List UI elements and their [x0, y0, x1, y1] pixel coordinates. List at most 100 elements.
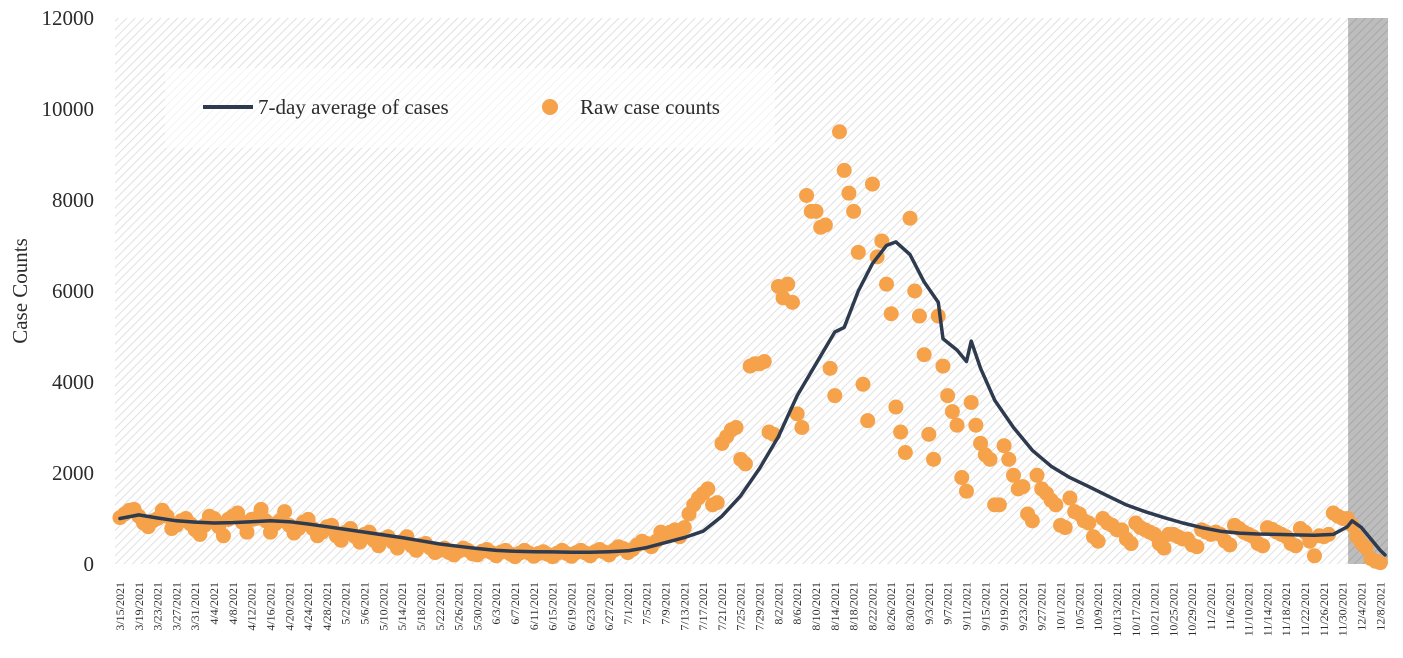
raw-case-point: [799, 187, 815, 203]
legend: 7-day average of cases Raw case counts: [165, 68, 775, 148]
raw-case-point: [888, 399, 904, 415]
x-tick-label: 8/6/2021: [790, 582, 804, 625]
x-tick-label: 7/17/2021: [696, 582, 710, 631]
raw-case-point: [846, 203, 862, 219]
x-tick-label: 7/29/2021: [753, 582, 767, 631]
legend-background: [165, 68, 775, 148]
x-tick-label: 12/8/2021: [1373, 582, 1387, 631]
raw-case-point: [1001, 451, 1017, 467]
raw-case-point: [1255, 538, 1271, 554]
raw-case-point: [911, 308, 927, 324]
raw-case-point: [860, 413, 876, 429]
x-tick-label: 6/3/2021: [489, 582, 503, 625]
raw-case-point: [676, 520, 692, 536]
x-tick-label: 4/20/2021: [282, 582, 296, 631]
raw-case-point: [949, 417, 965, 433]
x-tick-label: 3/15/2021: [113, 582, 127, 631]
raw-case-point: [780, 276, 796, 292]
x-tick-label: 4/4/2021: [207, 582, 221, 625]
raw-case-point: [982, 451, 998, 467]
x-tick-label: 10/9/2021: [1091, 582, 1105, 631]
raw-case-point: [789, 406, 805, 422]
x-tick-label: 11/14/2021: [1260, 582, 1274, 636]
raw-case-point: [836, 162, 852, 178]
shaded-region: [1348, 18, 1388, 564]
raw-case-point: [954, 470, 970, 486]
y-tick-label: 4000: [52, 370, 94, 394]
raw-case-point: [1029, 467, 1045, 483]
raw-case-point: [963, 394, 979, 410]
x-tick-label: 5/6/2021: [358, 582, 372, 625]
y-tick-label: 6000: [52, 279, 94, 303]
x-tick-label: 11/26/2021: [1317, 582, 1331, 636]
x-tick-label: 10/29/2021: [1185, 582, 1199, 637]
y-axis-label: Case Counts: [8, 238, 32, 344]
x-tick-label: 9/19/2021: [997, 582, 1011, 631]
raw-case-point: [996, 438, 1012, 454]
x-tick-label: 8/30/2021: [903, 582, 917, 631]
raw-case-point: [1015, 479, 1031, 495]
raw-case-point: [855, 376, 871, 392]
raw-case-point: [916, 347, 932, 363]
x-tick-label: 4/8/2021: [226, 582, 240, 625]
raw-case-point: [1288, 538, 1304, 554]
legend-label-average: 7-day average of cases: [258, 95, 449, 119]
x-tick-label: 5/10/2021: [376, 582, 390, 631]
x-tick-label: 9/27/2021: [1035, 582, 1049, 631]
raw-case-point: [831, 124, 847, 140]
x-axis: 3/15/2021 3/19/2021 3/23/2021 3/27/2021 3/31…: [113, 582, 1387, 637]
x-tick-label: 7/21/2021: [715, 582, 729, 631]
x-tick-label: 5/26/2021: [452, 582, 466, 631]
x-tick-label: 8/14/2021: [828, 582, 842, 631]
raw-case-point: [991, 497, 1007, 513]
raw-case-point: [907, 283, 923, 299]
x-tick-label: 11/22/2021: [1298, 582, 1312, 636]
x-tick-label: 10/1/2021: [1054, 582, 1068, 631]
seven-day-average-line: [118, 240, 1387, 557]
raw-case-point: [940, 388, 956, 404]
x-tick-label: 6/15/2021: [546, 582, 560, 631]
x-tick-label: 8/26/2021: [884, 582, 898, 631]
raw-case-point: [1090, 533, 1106, 549]
raw-case-point: [728, 420, 744, 435]
x-tick-label: 3/31/2021: [188, 582, 202, 631]
x-tick-label: 6/7/2021: [508, 582, 522, 625]
raw-case-point: [850, 244, 866, 260]
raw-case-point: [1372, 555, 1388, 571]
x-tick-label: 7/9/2021: [659, 582, 673, 625]
raw-case-point: [926, 451, 942, 467]
x-tick-label: 4/28/2021: [320, 582, 334, 631]
raw-case-point: [827, 388, 843, 404]
raw-case-point: [879, 276, 895, 292]
x-tick-label: 9/3/2021: [922, 582, 936, 625]
y-tick-label: 12000: [42, 6, 95, 30]
x-tick-label: 7/5/2021: [640, 582, 654, 625]
y-tick-label: 0: [84, 552, 95, 576]
y-tick-label: 8000: [52, 188, 94, 212]
raw-case-point: [700, 481, 716, 497]
x-tick-label: 7/13/2021: [677, 582, 691, 631]
raw-case-point: [784, 294, 800, 310]
x-tick-label: 6/19/2021: [564, 582, 578, 631]
x-tick-label: 7/25/2021: [734, 582, 748, 631]
raw-case-point: [897, 445, 913, 461]
x-tick-label: 8/22/2021: [865, 582, 879, 631]
raw-case-point: [1081, 515, 1097, 531]
x-tick-label: 11/10/2021: [1242, 582, 1256, 636]
raw-case-point: [1156, 540, 1172, 556]
x-tick-label: 5/22/2021: [433, 582, 447, 631]
x-tick-label: 9/23/2021: [1016, 582, 1030, 631]
raw-case-point: [817, 217, 833, 233]
x-tick-label: 11/6/2021: [1223, 582, 1237, 630]
x-tick-label: 6/23/2021: [583, 582, 597, 631]
legend-label-raw: Raw case counts: [580, 95, 720, 119]
raw-case-point: [822, 360, 838, 376]
raw-case-point: [958, 483, 974, 499]
x-tick-label: 4/12/2021: [245, 582, 259, 631]
raw-case-point: [841, 185, 857, 201]
raw-case-point: [935, 358, 951, 374]
raw-case-point: [1123, 536, 1139, 552]
raw-case-point: [794, 420, 810, 435]
raw-case-point: [968, 417, 984, 433]
